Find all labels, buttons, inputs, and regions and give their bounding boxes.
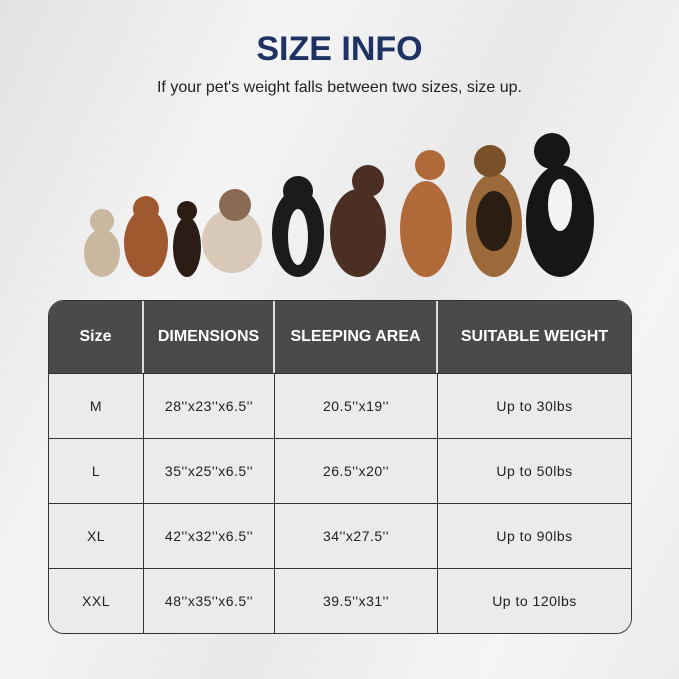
- cell-sleeping-area: 26.5''x20'': [275, 438, 438, 503]
- header-dimensions: DIMENSIONS: [144, 301, 275, 373]
- cell-sleeping-area: 39.5''x31'': [275, 568, 438, 633]
- cell-weight: Up to 50lbs: [438, 438, 631, 503]
- table-row: L 35''x25''x6.5'' 26.5''x20'' Up to 50lbs: [49, 438, 631, 503]
- table-row: XL 42''x32''x6.5'' 34''x27.5'' Up to 90lbs: [49, 503, 631, 568]
- cell-size: L: [49, 438, 144, 503]
- cell-dimensions: 48''x35''x6.5'': [144, 568, 275, 633]
- cell-size: XL: [49, 503, 144, 568]
- header-sleeping-area: SLEEPING AREA: [275, 301, 438, 373]
- table-row: M 28''x23''x6.5'' 20.5''x19'' Up to 30lbs: [49, 373, 631, 438]
- table-header-row: Size DIMENSIONS SLEEPING AREA SUITABLE W…: [49, 301, 631, 373]
- page-title: SIZE INFO: [256, 30, 423, 68]
- cell-sleeping-area: 20.5''x19'': [275, 373, 438, 438]
- subtitle: If your pet's weight falls between two s…: [156, 79, 522, 96]
- header-suitable-weight: SUITABLE WEIGHT: [438, 301, 631, 373]
- cell-dimensions: 35''x25''x6.5'': [144, 438, 275, 503]
- cell-size: XXL: [49, 568, 144, 633]
- cell-size: M: [49, 373, 144, 438]
- cell-dimensions: 42''x32''x6.5'': [144, 503, 275, 568]
- table-row: XXL 48''x35''x6.5'' 39.5''x31'' Up to 120lb…: [49, 568, 631, 633]
- cell-weight: Up to 90lbs: [438, 503, 631, 568]
- header-size: Size: [49, 301, 144, 373]
- cell-weight: Up to 120lbs: [438, 568, 631, 633]
- cell-weight: Up to 30lbs: [438, 373, 631, 438]
- cell-dimensions: 28''x23''x6.5'': [144, 373, 275, 438]
- size-table: Size DIMENSIONS SLEEPING AREA SUITABLE W…: [48, 300, 632, 634]
- dogs-lineup-image: [84, 133, 594, 277]
- cell-sleeping-area: 34''x27.5'': [275, 503, 438, 568]
- dog-silhouettes: [84, 133, 594, 277]
